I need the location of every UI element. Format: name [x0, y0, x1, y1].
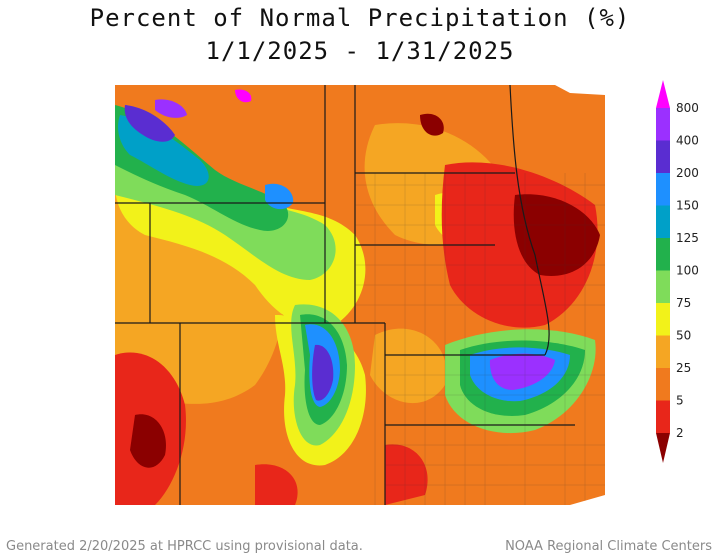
precipitation-map: [115, 85, 605, 505]
legend-swatch: [656, 368, 670, 401]
legend-swatch: [656, 400, 670, 433]
county-lines: [355, 173, 605, 505]
legend-swatch: [656, 335, 670, 368]
color-legend-bar: 800 400 200 150 125 100 75 50 25 5 2: [656, 80, 699, 463]
agency-credit: NOAA Regional Climate Centers: [505, 539, 712, 554]
legend-bottom-arrow: [656, 433, 670, 463]
legend-label: 125: [676, 231, 699, 245]
date-range-subtitle: 1/1/2025 - 1/31/2025: [205, 37, 515, 65]
legend-label: 100: [676, 264, 699, 278]
legend-label: 5: [676, 394, 684, 408]
legend-swatch: [656, 238, 670, 271]
legend-label: 150: [676, 199, 699, 213]
legend-swatch: [656, 173, 670, 206]
map-title: Percent of Normal Precipitation (%): [89, 4, 631, 32]
legend-swatch: [656, 140, 670, 173]
legend-label: 200: [676, 166, 699, 180]
legend-swatch: [656, 108, 670, 141]
legend-swatch: [656, 270, 670, 303]
legend-label: 75: [676, 296, 691, 310]
legend-swatch: [656, 303, 670, 336]
legend-label: 800: [676, 101, 699, 115]
legend-top-arrow: [656, 80, 670, 108]
legend-label: 50: [676, 329, 691, 343]
precipitation-map-svg: [115, 85, 605, 505]
color-legend: 800 400 200 150 125 100 75 50 25 5 2: [652, 80, 712, 480]
legend-label: 400: [676, 134, 699, 148]
legend-label: 25: [676, 361, 691, 375]
generated-note: Generated 2/20/2025 at HPRCC using provi…: [6, 539, 363, 554]
legend-label: 2: [676, 426, 684, 440]
state-boundaries: [115, 85, 575, 505]
legend-swatch: [656, 205, 670, 238]
